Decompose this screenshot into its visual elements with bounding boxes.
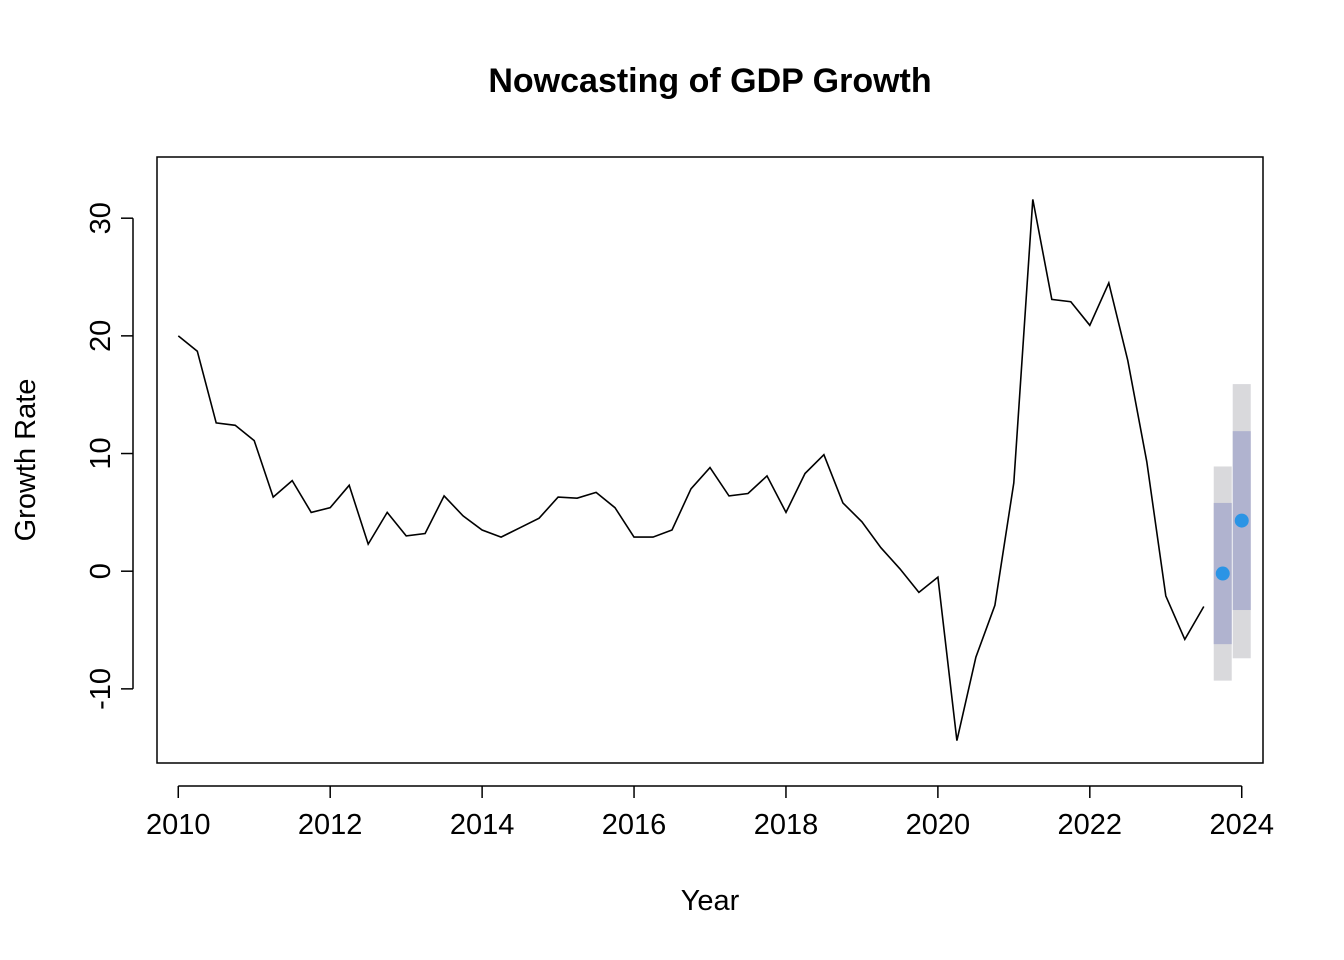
y-axis-label: Growth Rate (10, 379, 42, 542)
x-axis-label: Year (681, 885, 740, 917)
y-tick-label-30: 30 (85, 202, 117, 234)
plot-frame (156, 156, 1264, 764)
y-tick-label-0: 0 (85, 563, 117, 579)
x-tick-label-2010: 2010 (146, 809, 211, 841)
prediction-intervals (1213, 384, 1251, 681)
x-tick-label-2018: 2018 (754, 809, 819, 841)
x-tick-label-2016: 2016 (602, 809, 667, 841)
forecast-points (1215, 513, 1249, 581)
x-tick-label-2014: 2014 (450, 809, 515, 841)
y-tick-label-20: 20 (85, 320, 117, 352)
y-tick-label--10: -10 (85, 668, 117, 710)
forecast-point-0 (1215, 566, 1230, 581)
growth-rate-line (177, 199, 1205, 741)
x-tick-label-2012: 2012 (298, 809, 363, 841)
y-axis: -10 0 10 20 30 (85, 202, 134, 710)
x-axis: 2010 2012 2014 2016 2018 2020 2022 2024 (146, 785, 1274, 841)
forecast-point-1 (1234, 513, 1249, 528)
y-tick-label-10: 10 (85, 437, 117, 469)
chart-title: Nowcasting of GDP Growth (488, 62, 931, 100)
x-tick-label-2020: 2020 (906, 809, 971, 841)
x-tick-label-2024: 2024 (1209, 809, 1274, 841)
x-tick-label-2022: 2022 (1058, 809, 1123, 841)
